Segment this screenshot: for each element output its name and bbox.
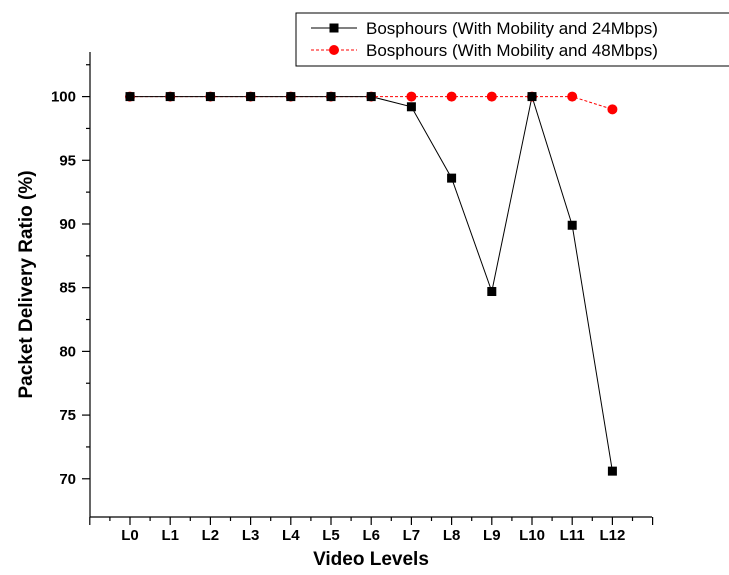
x-tick-label: L9 xyxy=(483,527,501,544)
x-tick-label: L2 xyxy=(202,527,220,544)
data-point xyxy=(487,287,497,297)
data-point xyxy=(447,173,457,183)
data-point xyxy=(607,466,617,476)
series-markers xyxy=(125,91,618,476)
data-point xyxy=(286,92,296,102)
data-point xyxy=(326,92,336,102)
x-tick-label: L1 xyxy=(161,527,179,544)
legend-marker-24mbps xyxy=(329,23,339,33)
y-axis-title: Packet Delivery Ratio (%) xyxy=(16,170,37,398)
data-point xyxy=(125,92,135,102)
data-point xyxy=(406,91,417,102)
x-tick-label: L12 xyxy=(599,527,625,544)
data-point xyxy=(205,92,215,102)
x-tick-label: L3 xyxy=(242,527,260,544)
y-tick-label: 80 xyxy=(59,343,76,360)
y-tick-label: 95 xyxy=(59,152,76,169)
x-tick-label: L4 xyxy=(282,527,300,544)
x-tick-label: L7 xyxy=(403,527,421,544)
x-tick-label: L10 xyxy=(519,527,545,544)
y-tick-label: 100 xyxy=(51,89,76,106)
x-tick-label: L0 xyxy=(121,527,139,544)
data-point xyxy=(486,91,497,102)
data-point xyxy=(567,220,577,230)
x-tick-label: L11 xyxy=(560,527,585,544)
axes xyxy=(89,52,652,518)
x-tick-label: L5 xyxy=(322,527,340,544)
y-tick-label: 75 xyxy=(59,407,76,424)
data-point xyxy=(246,92,256,102)
legend-box xyxy=(295,12,729,67)
y-tick-label: 90 xyxy=(59,216,76,233)
x-axis-title: Video Levels xyxy=(313,549,429,570)
x-tick-label: L6 xyxy=(362,527,380,544)
series-line xyxy=(130,94,613,472)
legend-label-48mbps: Bosphours (With Mobility and 48Mbps) xyxy=(366,41,658,60)
data-point xyxy=(527,92,537,102)
legend-marker-48mbps xyxy=(329,45,339,55)
data-point xyxy=(567,91,578,102)
data-point xyxy=(446,91,457,102)
series-lines xyxy=(130,94,613,472)
x-tick-label: L8 xyxy=(443,527,461,544)
y-ticks: 70 75 80 85 90 95 100 xyxy=(51,64,90,488)
legend-label-24mbps: Bosphours (With Mobility and 24Mbps) xyxy=(366,19,658,38)
data-point xyxy=(165,92,175,102)
y-tick-label: 70 xyxy=(59,471,76,488)
legend: Bosphours (With Mobility and 24Mbps) Bos… xyxy=(295,12,729,67)
y-tick-label: 85 xyxy=(59,280,76,297)
x-ticks: L0 L1 L2 L3 L4 L5 L6 L7 L8 L9 L10 L11 L12 xyxy=(89,517,654,544)
data-point xyxy=(607,104,618,115)
data-point xyxy=(366,92,376,102)
data-point xyxy=(406,102,416,112)
